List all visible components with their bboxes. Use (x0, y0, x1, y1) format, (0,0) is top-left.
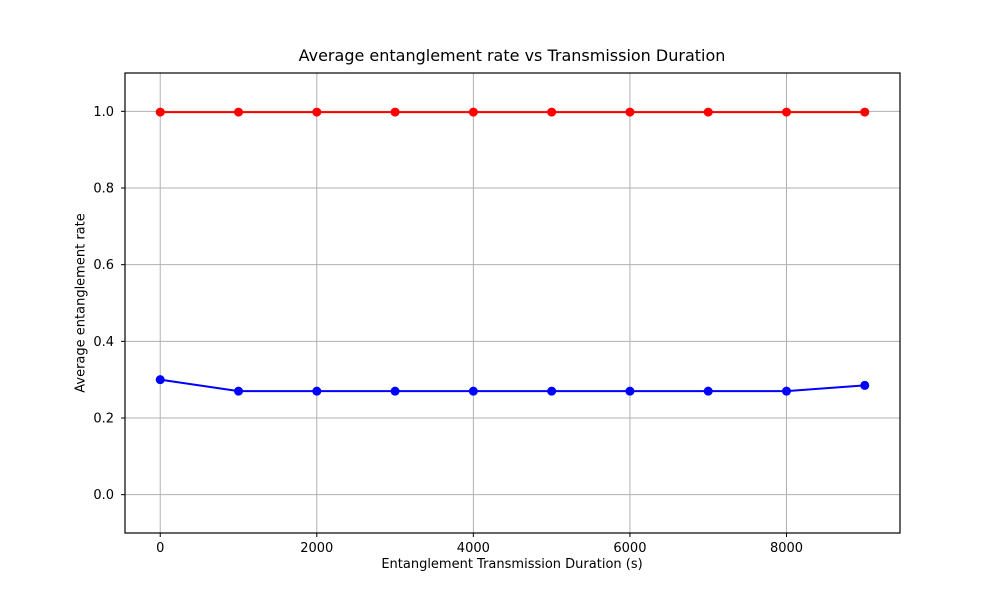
blue-series-line (160, 378, 865, 393)
y-tick-label: 0.4 (93, 335, 114, 350)
x-tick-label: 4000 (457, 541, 490, 556)
red-series-marker (703, 107, 713, 117)
red-series (155, 107, 870, 117)
x-axis-label: Entanglement Transmission Duration (s) (381, 557, 643, 572)
y-tick-label: 0.6 (93, 258, 114, 273)
plot-border (124, 72, 901, 534)
x-tick-label: 2000 (300, 541, 333, 556)
red-series-marker (155, 107, 165, 117)
red-series-marker (468, 107, 478, 117)
blue-series-marker (860, 380, 870, 390)
blue-series (155, 375, 870, 396)
blue-series-marker (155, 375, 165, 385)
red-series-marker (547, 107, 557, 117)
tick-marks (121, 110, 787, 537)
blue-series-marker (547, 386, 557, 396)
y-tick-label: 1.0 (93, 105, 114, 120)
blue-series-marker (625, 386, 635, 396)
y-tick-label: 0.8 (93, 182, 114, 197)
red-series-marker (625, 107, 635, 117)
blue-series-marker (703, 386, 713, 396)
red-series-marker (781, 107, 791, 117)
x-tick-label: 0 (156, 541, 164, 556)
grid-lines (125, 73, 900, 533)
red-series-marker (312, 107, 322, 117)
red-series-marker (390, 107, 400, 117)
tick-labels: 0 2000 4000 6000 8000 0.0 0.2 0.4 0.6 0.8 1.0 (93, 105, 803, 556)
blue-series-marker (390, 386, 400, 396)
y-axis-label: Average entanglement rate (73, 213, 89, 393)
series-group (155, 107, 870, 396)
blue-series-marker (468, 386, 478, 396)
y-tick-label: 0.2 (93, 412, 114, 427)
red-series-marker (860, 107, 870, 117)
x-tick-label: 6000 (613, 541, 646, 556)
y-tick-label: 0.0 (93, 488, 114, 503)
chart-title: Average entanglement rate vs Transmissio… (298, 46, 726, 65)
blue-series-marker (781, 386, 791, 396)
axes-border (124, 72, 901, 534)
x-tick-label: 8000 (770, 541, 803, 556)
blue-series-marker (234, 386, 244, 396)
red-series-marker (234, 107, 244, 117)
blue-series-marker (312, 386, 322, 396)
